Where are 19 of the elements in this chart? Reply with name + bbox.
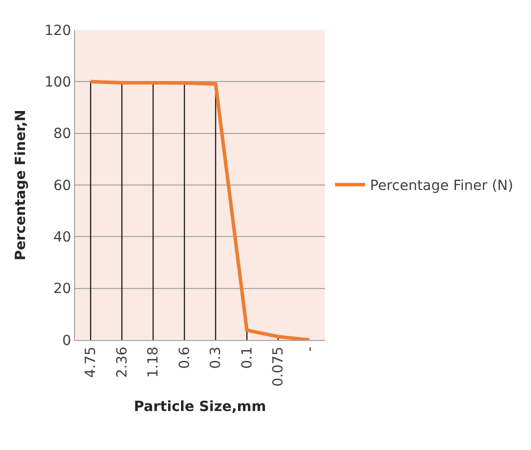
x-tick-label: 0.6 (176, 346, 193, 369)
y-tick-label: 0 (62, 332, 72, 349)
x-tick-label: 0.3 (208, 346, 224, 369)
x-tick-label: 0.1 (239, 346, 256, 369)
y-tick-label: 80 (53, 126, 72, 142)
y-tick-label: 40 (53, 230, 72, 246)
x-tick-label: 0.075 (270, 346, 287, 387)
x-tick-label: 1.18 (146, 346, 162, 378)
y-tick-label: 20 (53, 281, 72, 298)
line-series (88, 80, 312, 340)
x-tick-label: 4.75 (83, 346, 100, 378)
legend-label: Percentage Finer (N) (370, 178, 514, 194)
y-tick-label: 60 (53, 178, 72, 194)
y-axis-title: Percentage Finer,N (13, 110, 30, 260)
x-tick-label: - (302, 346, 318, 352)
y-tick-label: 120 (44, 22, 72, 39)
x-axis-title: Particle Size,mm (134, 398, 266, 415)
x-tick-label: 2.36 (114, 346, 130, 378)
y-tick-label: 100 (44, 74, 72, 91)
